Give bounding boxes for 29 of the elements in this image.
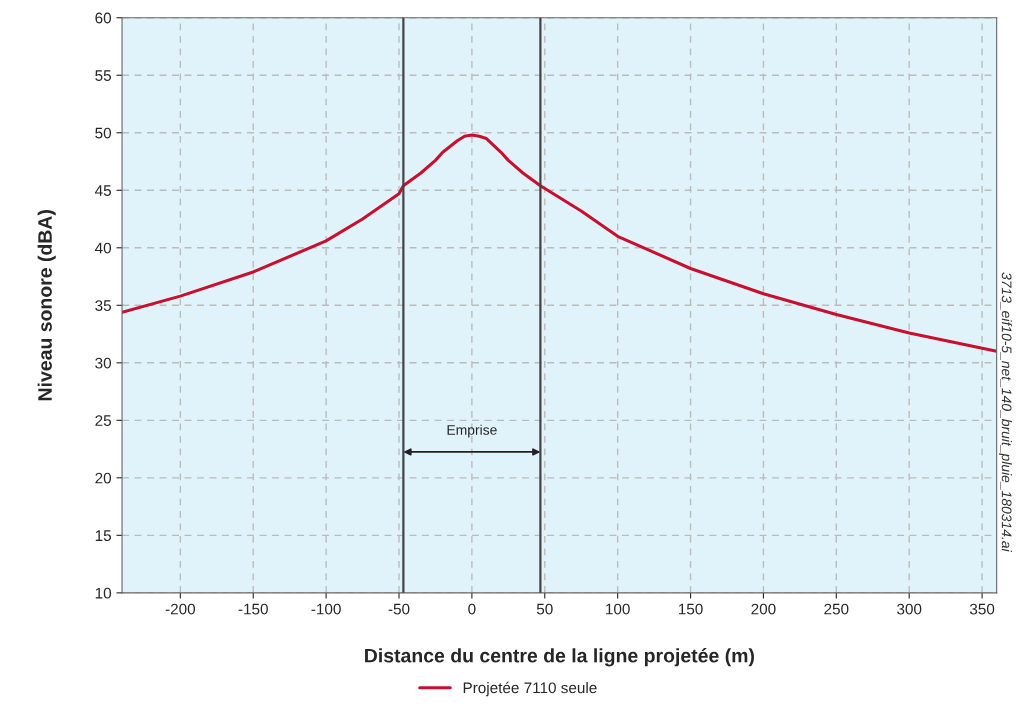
y-tick-label: 40 bbox=[94, 242, 112, 254]
x-tick-label: -100 bbox=[311, 603, 341, 615]
x-tick-label: 350 bbox=[969, 603, 995, 615]
line-series bbox=[122, 133, 997, 353]
x-tick-label: -50 bbox=[388, 603, 410, 615]
x-tick-label: 100 bbox=[606, 603, 630, 615]
y-tick-label: 60 bbox=[95, 12, 112, 24]
y-tick-label: 15 bbox=[95, 530, 111, 542]
text: 3713_eif10-5_net_140_bruit_pluie_180314.ai bbox=[998, 272, 1012, 552]
annotation: Emprise bbox=[447, 424, 497, 438]
x-tick-label: 300 bbox=[897, 603, 922, 615]
y-tick-label: 20 bbox=[95, 472, 112, 484]
x-tick-label: -150 bbox=[238, 603, 268, 615]
x-tick-label: 50 bbox=[536, 603, 553, 615]
y-tick-label: 45 bbox=[94, 185, 111, 196]
x-tick-label: -200 bbox=[165, 603, 196, 615]
y-tick-label: 30 bbox=[95, 357, 112, 369]
y-axis-title: Niveau sonore (dBA) bbox=[37, 210, 56, 401]
y-tick-label: 55 bbox=[95, 70, 111, 81]
y-tick-label: 35 bbox=[95, 300, 111, 311]
legend-label: Projetée 7110 seule bbox=[463, 681, 597, 697]
y-tick-label: 25 bbox=[95, 415, 111, 427]
y-tick-label: 50 bbox=[95, 127, 112, 139]
y-tick-label: 10 bbox=[95, 587, 112, 599]
x-tick-label: 150 bbox=[678, 603, 703, 615]
x-axis-title: Distance du centre de la ligne projetée (m) bbox=[365, 648, 754, 667]
x-tick-label: 200 bbox=[751, 603, 776, 615]
x-tick-label: 0 bbox=[468, 603, 476, 615]
x-tick-label: 250 bbox=[824, 603, 849, 615]
